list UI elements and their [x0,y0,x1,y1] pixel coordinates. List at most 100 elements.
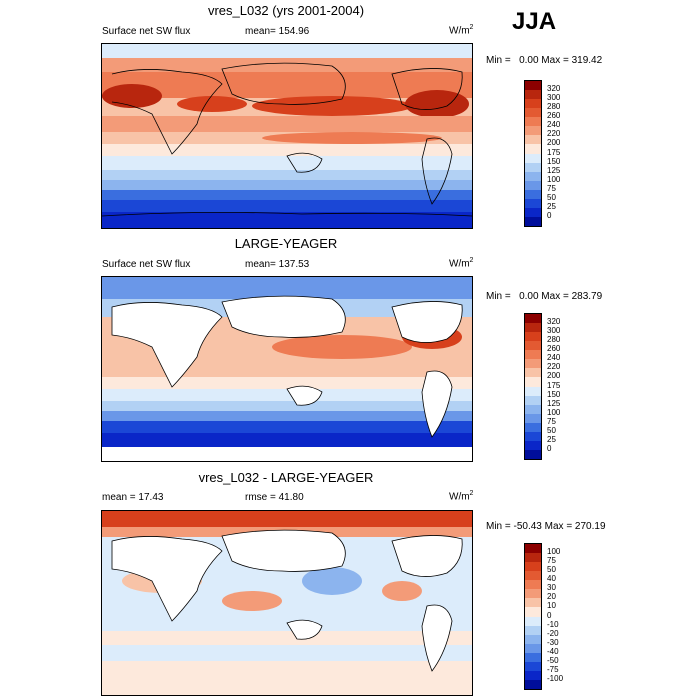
colorbar-swatch [525,431,541,441]
colorbar-swatch [525,314,541,324]
colorbar-swatch [525,189,541,199]
colorbar-tick-label: 175 [547,380,561,390]
panel-model-minmax: Min = 0.00 Max = 319.42 [486,55,603,66]
colorbar-tick-label: 260 [547,111,561,121]
colorbar-swatch [525,117,541,127]
colorbar-swatch [525,634,541,644]
colorbar-swatch [525,377,541,387]
colorbar-tick-label: 240 [547,120,561,130]
colorbar-tick-label: -75 [547,664,559,674]
colorbar-swatch [525,616,541,626]
colorbar-tick-label: 280 [547,102,561,112]
panel-diff-title: vres_L032 - LARGE-YEAGER [198,470,374,485]
panel-model-map [101,43,473,229]
colorbar-tick-label: 75 [547,556,556,566]
colorbar-swatch [525,108,541,118]
colorbar-swatch [525,99,541,109]
colorbar-swatch [525,661,541,671]
colorbar-tick-label: 125 [547,165,561,175]
colorbar-swatch [525,135,541,145]
colorbar-swatch [525,350,541,360]
colorbar-swatch [525,198,541,208]
colorbar-tick-label: 100 [547,547,561,557]
colorbar-swatch [525,81,541,91]
colorbar-tick-label: -10 [547,619,559,629]
panel-model-left-label: Surface net SW flux [102,26,191,37]
colorbar-tick-label: 50 [547,192,556,202]
colorbar-swatch [525,580,541,590]
panel-obs-mean-label: mean= 137.53 [245,259,310,270]
colorbar-swatch [525,144,541,154]
panel-obs-left-label: Surface net SW flux [102,259,191,270]
colorbar-tick-label: 50 [547,565,556,575]
colorbar-swatch [525,670,541,680]
colorbar-swatch [525,571,541,581]
colorbar-swatch [525,598,541,608]
panel-obs-units: W/m2 [449,257,474,270]
colorbar-swatch [525,652,541,662]
colorbar-swatch [525,216,541,226]
panel-model-colorbar-labels: 320 300 280 260 240 220 200 175 150 125 100 75 50 25 0 [547,80,577,227]
colorbar-swatch [525,323,541,333]
colorbar-tick-label: -100 [547,673,564,683]
colorbar-swatch [525,643,541,653]
colorbar-tick-label: 175 [547,147,561,157]
colorbar-swatch [525,171,541,181]
colorbar-tick-label: 0 [547,443,552,453]
colorbar-swatch [525,207,541,217]
panel-obs-map [101,276,473,462]
colorbar-swatch [525,589,541,599]
colorbar-swatch [525,544,541,554]
colorbar-swatch [525,607,541,617]
colorbar-swatch [525,162,541,172]
colorbar-swatch [525,413,541,423]
panel-model-colorbar [524,80,542,227]
season-label: JJA [512,8,557,35]
panel-model-units: W/m2 [449,24,474,37]
colorbar-swatch [525,341,541,351]
colorbar-tick-label: 20 [547,592,556,602]
colorbar-tick-label: 50 [547,425,556,435]
colorbar-tick-label: 200 [547,371,561,381]
colorbar-swatch [525,395,541,405]
colorbar-tick-label: -20 [547,628,559,638]
colorbar-tick-label: -50 [547,655,559,665]
colorbar-tick-label: 25 [547,434,556,444]
colorbar-swatch [525,422,541,432]
colorbar-swatch [525,368,541,378]
colorbar-tick-label: 200 [547,138,561,148]
colorbar-swatch [525,553,541,563]
colorbar-tick-label: 150 [547,156,561,166]
panel-model-mean-label: mean= 154.96 [245,26,310,37]
colorbar-swatch [525,126,541,136]
panel-obs-colorbar [524,313,542,460]
colorbar-tick-label: -40 [547,646,559,656]
colorbar-tick-label: 25 [547,201,556,211]
panel-diff-minmax: Min = -50.43 Max = 270.19 [486,521,606,532]
colorbar-tick-label: 220 [547,362,561,372]
colorbar-swatch [525,153,541,163]
colorbar-tick-label: 300 [547,93,561,103]
colorbar-tick-label: 75 [547,416,556,426]
panel-obs-minmax: Min = 0.00 Max = 283.79 [486,291,603,302]
panel-diff-mean-label: mean = 17.43 [102,492,164,503]
colorbar-tick-label: 300 [547,326,561,336]
colorbar-swatch [525,404,541,414]
colorbar-swatch [525,90,541,100]
colorbar-tick-label: -30 [547,637,559,647]
colorbar-swatch [525,386,541,396]
colorbar-swatch [525,679,541,689]
panel-diff-units: W/m2 [449,490,474,503]
colorbar-swatch [525,332,541,342]
panel-model-title: vres_L032 (yrs 2001-2004) [207,3,365,18]
colorbar-tick-label: 220 [547,129,561,139]
panel-obs-colorbar-labels: 320 300 280 260 240 220 200 175 150 125 100 75 50 25 0 [547,313,577,460]
colorbar-tick-label: 40 [547,574,556,584]
colorbar-tick-label: 0 [547,610,552,620]
colorbar-swatch [525,562,541,572]
colorbar-tick-label: 320 [547,84,561,94]
colorbar-tick-label: 75 [547,183,556,193]
colorbar-swatch [525,625,541,635]
colorbar-tick-label: 260 [547,344,561,354]
panel-diff-colorbar-labels: 100 75 50 40 30 20 10 0 -10 -20 -30 -40 -50 -75 -100 [547,543,577,690]
